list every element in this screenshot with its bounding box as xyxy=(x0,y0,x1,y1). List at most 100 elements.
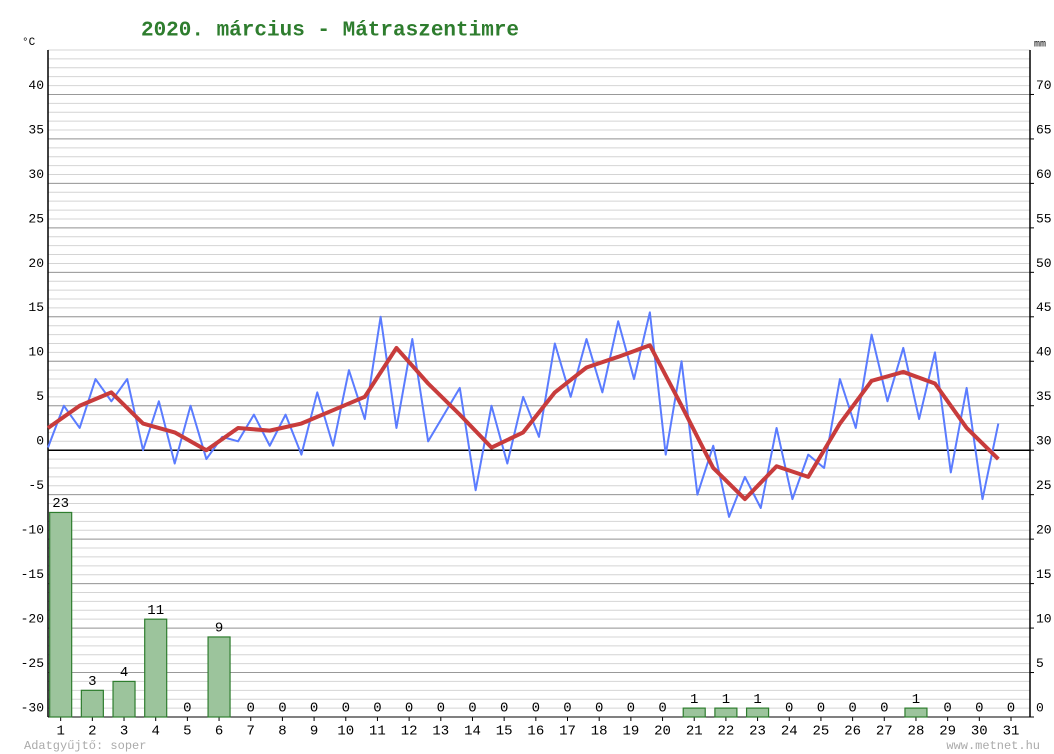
bar-value-label: 3 xyxy=(88,674,96,690)
x-tick-label: 9 xyxy=(310,724,318,740)
bar-value-label: 1 xyxy=(753,692,761,708)
y2-tick-label: 60 xyxy=(1036,167,1052,182)
precipitation-bar xyxy=(112,680,136,718)
x-tick-label: 20 xyxy=(654,724,671,740)
x-tick-label: 2 xyxy=(88,724,96,740)
y2-tick-label: 40 xyxy=(1036,345,1052,360)
daily-mean-line xyxy=(46,343,1000,502)
bar-value-label: 0 xyxy=(342,701,350,717)
bar-value-label: 0 xyxy=(658,701,666,717)
bar-value-label: 0 xyxy=(532,701,540,717)
y-tick-label: -5 xyxy=(28,478,44,493)
bar-value-label: 0 xyxy=(563,701,571,717)
x-tick-label: 5 xyxy=(183,724,191,740)
footer-right: www.metnet.hu xyxy=(946,739,1040,753)
bar-value-label: 0 xyxy=(880,701,888,717)
bar-value-label: 0 xyxy=(1007,701,1015,717)
bar-value-label: 0 xyxy=(785,701,793,717)
x-tick-label: 6 xyxy=(215,724,223,740)
y2-tick-label: 10 xyxy=(1036,612,1052,627)
bar-value-label: 0 xyxy=(975,701,983,717)
y2-tick-label: 70 xyxy=(1036,78,1052,93)
x-tick-label: 18 xyxy=(591,724,608,740)
x-tick-label: 26 xyxy=(844,724,861,740)
y2-tick-label: 5 xyxy=(1036,656,1044,671)
x-tick-label: 24 xyxy=(781,724,798,740)
y2-tick-label: 15 xyxy=(1036,567,1052,582)
x-tick-label: 28 xyxy=(908,724,925,740)
chart-title: 2020. március - Mátraszentimre xyxy=(141,20,519,43)
x-tick-label: 22 xyxy=(717,724,734,740)
precipitation-bar xyxy=(80,689,104,718)
precipitation-bar xyxy=(745,707,770,718)
x-tick-label: 7 xyxy=(247,724,255,740)
bar-value-label: 0 xyxy=(817,701,825,717)
x-tick-label: 25 xyxy=(813,724,830,740)
y-tick-label: 0 xyxy=(36,434,44,449)
x-tick-label: 4 xyxy=(152,724,160,740)
y-tick-label: -25 xyxy=(21,656,44,671)
x-tick-label: 31 xyxy=(1003,724,1020,740)
y2-tick-label: 20 xyxy=(1036,523,1052,538)
x-tick-label: 17 xyxy=(559,724,576,740)
y2-tick-label: 30 xyxy=(1036,434,1052,449)
bar-value-label: 0 xyxy=(848,701,856,717)
y-tick-label: 25 xyxy=(28,211,44,226)
bar-value-label: 0 xyxy=(373,701,381,717)
x-tick-label: 13 xyxy=(432,724,449,740)
precipitation-bar xyxy=(714,707,738,718)
precipitation-bar xyxy=(904,707,928,718)
y-tick-label: 10 xyxy=(28,345,44,360)
bar-value-label: 1 xyxy=(722,692,730,708)
y-tick-label: 5 xyxy=(36,389,44,404)
bar-value-label: 11 xyxy=(147,603,164,619)
x-tick-label: 21 xyxy=(686,724,703,740)
y2-tick-label: 35 xyxy=(1036,389,1052,404)
bar-value-label: 0 xyxy=(627,701,635,717)
bar-value-label: 9 xyxy=(215,621,223,637)
bar-value-label: 0 xyxy=(943,701,951,717)
temperature-line xyxy=(47,311,1000,518)
precipitation-bar xyxy=(207,636,231,718)
bar-value-label: 0 xyxy=(468,701,476,717)
x-tick-label: 27 xyxy=(876,724,893,740)
y-axis-label: °C xyxy=(22,37,36,49)
y2-axis-label: mm xyxy=(1034,40,1046,51)
bar-value-label: 0 xyxy=(405,701,413,717)
x-tick-label: 30 xyxy=(971,724,988,740)
y-tick-label: -10 xyxy=(21,523,44,538)
y-tick-label: 15 xyxy=(28,300,44,315)
x-tick-label: 12 xyxy=(401,724,418,740)
x-tick-label: 19 xyxy=(622,724,639,740)
y-tick-label: 20 xyxy=(28,256,44,271)
x-tick-label: 10 xyxy=(337,724,354,740)
precipitation-bar xyxy=(682,707,706,718)
x-tick-label: 3 xyxy=(120,724,128,740)
y2-tick-label: 45 xyxy=(1036,300,1052,315)
bar-value-label: 1 xyxy=(912,692,920,708)
bar-value-label: 0 xyxy=(595,701,603,717)
bar-value-label: 0 xyxy=(183,701,191,717)
y2-tick-label: 25 xyxy=(1036,478,1052,493)
x-tick-label: 15 xyxy=(496,724,513,740)
y-tick-label: 40 xyxy=(28,78,44,93)
y2-tick-label: 55 xyxy=(1036,211,1052,226)
bar-value-label: 23 xyxy=(52,496,69,512)
x-tick-label: 8 xyxy=(278,724,286,740)
x-tick-label: 23 xyxy=(749,724,766,740)
y-tick-label: -20 xyxy=(21,612,44,627)
x-tick-label: 16 xyxy=(527,724,544,740)
x-tick-label: 29 xyxy=(939,724,956,740)
y-tick-label: -15 xyxy=(21,567,44,582)
y-tick-label: -30 xyxy=(21,700,44,715)
y2-tick-label: 65 xyxy=(1036,122,1052,137)
x-tick-label: 14 xyxy=(464,724,481,740)
y-tick-label: 35 xyxy=(28,122,44,137)
precipitation-bar xyxy=(49,511,73,718)
bar-value-label: 0 xyxy=(437,701,445,717)
bar-value-label: 0 xyxy=(278,701,286,717)
bar-value-label: 0 xyxy=(500,701,508,717)
y2-tick-label: 0 xyxy=(1036,700,1044,715)
y-tick-label: 30 xyxy=(28,167,44,182)
